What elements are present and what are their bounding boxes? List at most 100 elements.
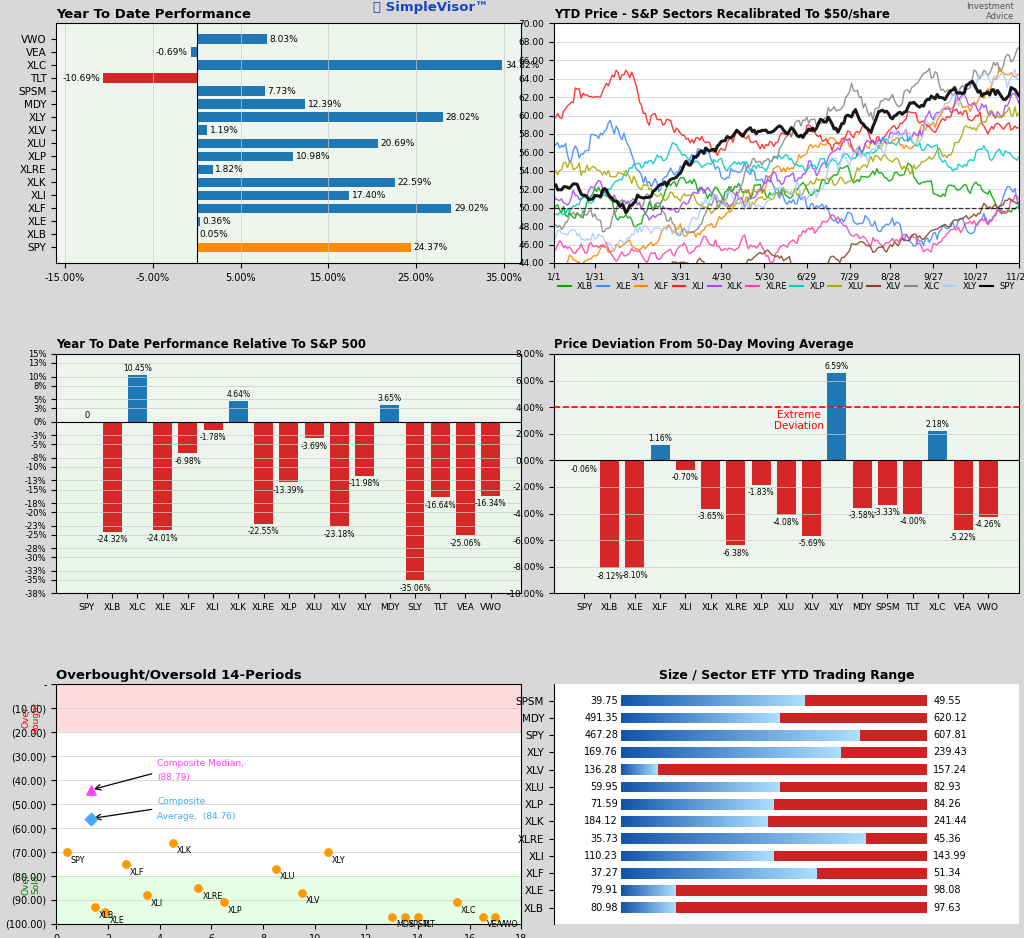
Bar [738, 781, 740, 793]
Bar [706, 851, 708, 861]
Bar [814, 868, 817, 879]
Bar [672, 713, 674, 723]
Bar [690, 713, 693, 723]
Bar [639, 799, 642, 809]
Bar [764, 851, 767, 861]
Point [487, 909, 504, 924]
Bar [722, 713, 725, 723]
Text: 51.34: 51.34 [933, 869, 961, 878]
Bar [777, 781, 780, 793]
Text: 1.19%: 1.19% [210, 126, 239, 135]
Bar [729, 868, 732, 879]
Bar [780, 781, 927, 793]
Text: 6.59%: 6.59% [824, 362, 849, 371]
Bar [682, 851, 685, 861]
Bar [677, 730, 681, 740]
Bar [752, 868, 755, 879]
Text: -8.12%: -8.12% [596, 572, 623, 581]
Point [267, 861, 284, 876]
Bar [680, 713, 682, 723]
Bar [760, 833, 764, 844]
Text: 59.95: 59.95 [591, 782, 618, 792]
Text: -5.22%: -5.22% [949, 533, 976, 542]
Bar [649, 799, 651, 809]
Bar [835, 747, 838, 758]
Bar [650, 816, 653, 826]
Bar [767, 799, 769, 809]
Bar [707, 695, 710, 706]
Text: -5.69%: -5.69% [798, 539, 825, 549]
Bar [674, 833, 678, 844]
Bar [664, 868, 667, 879]
Bar [190, 47, 197, 56]
Bar [710, 747, 713, 758]
Bar [850, 833, 854, 844]
Bar [717, 730, 721, 740]
Bar [638, 868, 641, 879]
Text: SPY: SPY [71, 855, 85, 865]
Bar [197, 152, 293, 161]
Bar [229, 401, 248, 422]
Bar [757, 799, 759, 809]
Bar [664, 781, 667, 793]
Bar [713, 747, 717, 758]
Bar [643, 816, 646, 826]
Bar [825, 833, 829, 844]
Bar [636, 816, 638, 826]
Bar [768, 868, 771, 879]
Bar [625, 868, 628, 879]
Bar [772, 747, 775, 758]
Bar [666, 747, 669, 758]
Bar [741, 799, 743, 809]
Bar [662, 851, 665, 861]
Text: 22.59%: 22.59% [397, 178, 432, 187]
Bar [682, 799, 685, 809]
Bar [797, 730, 800, 740]
Bar [640, 781, 642, 793]
Bar [632, 747, 636, 758]
Bar [665, 730, 669, 740]
Bar [650, 713, 653, 723]
Point [97, 904, 114, 919]
Text: -3.65%: -3.65% [697, 512, 724, 522]
Bar [634, 833, 638, 844]
Bar [713, 868, 716, 879]
Bar [745, 781, 749, 793]
Bar [689, 730, 693, 740]
Bar [636, 747, 640, 758]
Bar [197, 164, 213, 174]
Bar [622, 781, 624, 793]
Bar [637, 730, 641, 740]
Bar [685, 799, 687, 809]
Bar [810, 868, 814, 879]
Bar [697, 816, 699, 826]
Bar [660, 868, 664, 879]
Point [138, 887, 155, 902]
Bar [727, 833, 731, 844]
Bar [738, 713, 740, 723]
Bar [674, 868, 677, 879]
Text: XLP: XLP [228, 906, 243, 915]
Bar [717, 747, 720, 758]
Bar [802, 461, 821, 537]
Bar [690, 816, 692, 826]
Bar [758, 816, 761, 826]
Bar [748, 833, 752, 844]
Bar [641, 816, 643, 826]
Bar [685, 851, 687, 861]
Bar [628, 695, 631, 706]
Bar [730, 713, 732, 723]
Bar [780, 695, 783, 706]
Bar [56, 467, 521, 594]
Bar [798, 868, 801, 879]
Bar [808, 747, 812, 758]
Bar [622, 868, 625, 879]
Text: 4.64%: 4.64% [226, 390, 251, 399]
Bar [642, 833, 646, 844]
Text: 2.18%: 2.18% [926, 420, 949, 430]
Bar [751, 781, 754, 793]
Bar [656, 851, 659, 861]
Bar [854, 833, 858, 844]
Text: Year To Date Performance: Year To Date Performance [56, 8, 251, 21]
Bar [774, 799, 927, 809]
